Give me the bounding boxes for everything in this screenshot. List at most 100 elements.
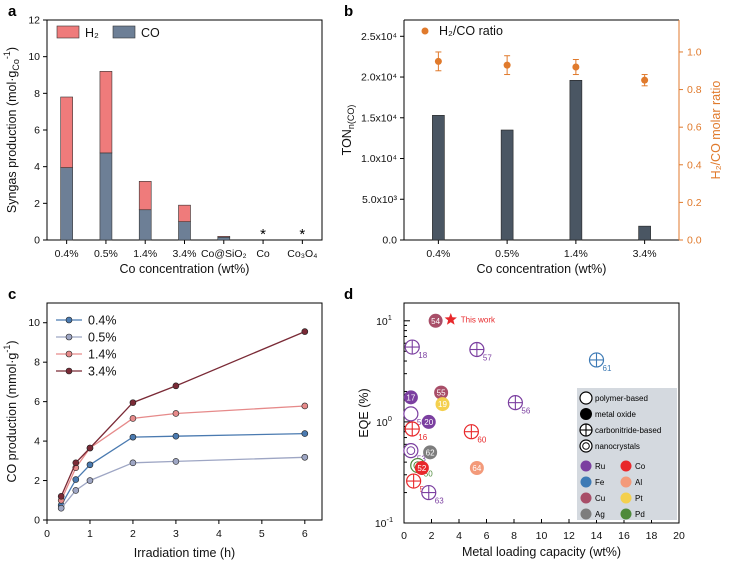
point-label: 61 — [603, 364, 612, 373]
legend-marker — [65, 350, 73, 358]
series-point — [301, 430, 309, 437]
legend-label: 0.5% — [88, 331, 117, 345]
series-point — [301, 328, 309, 335]
series-line — [60, 456, 305, 509]
marker-polymer — [403, 406, 419, 422]
bar-h2 — [138, 181, 152, 211]
ratio-point — [572, 63, 580, 71]
x-tick-label: 20 — [673, 530, 685, 542]
x-tick-label: 6 — [302, 528, 308, 540]
metal-legend-label: Cu — [595, 494, 605, 503]
x-tick-label: 8 — [511, 530, 517, 542]
bar-h2 — [99, 71, 113, 154]
legend-marker — [65, 367, 73, 375]
legend-swatch-h2 — [56, 25, 80, 39]
marker-metal-oxide — [580, 408, 592, 420]
metal-legend-label: Ag — [595, 510, 605, 519]
y-tick-label-left: 5.0x10³ — [362, 194, 398, 206]
ratio-point — [434, 57, 442, 65]
point-label: 52 — [417, 464, 426, 473]
chart-b: 0.0 5.0x10³ 1.0x10⁴ 1.5x10⁴ 2.0x10⁴ 2.5x10⁴ 0.… — [340, 19, 723, 276]
y-tick-exponent: 0 — [388, 414, 392, 423]
x-tick-label: 0.5% — [94, 248, 118, 260]
marker-metal-oxide — [434, 385, 449, 400]
y-tick-label-right: 0.4 — [687, 159, 702, 171]
metal-legend-label: Pt — [635, 494, 643, 503]
marker-polymer — [579, 391, 593, 405]
legend-label: 0.4% — [88, 314, 117, 328]
y-tick-label: 0 — [34, 235, 40, 247]
marker-metal-oxide — [423, 445, 438, 460]
legend-label-h2: H₂ — [85, 26, 99, 40]
ratio-point — [503, 61, 511, 69]
x-tick-label: 3.4% — [173, 248, 197, 260]
y-tick-label-left: 0.0 — [382, 235, 397, 247]
x-tick-label: 4 — [456, 530, 462, 542]
bar-co — [99, 152, 113, 241]
series-point — [172, 410, 180, 417]
bar-ton — [569, 79, 583, 241]
point-label: 18 — [418, 351, 427, 360]
legend-label-co: CO — [141, 26, 160, 40]
marker-nanocrystal-inner — [406, 446, 416, 455]
marker-metal-oxide — [435, 397, 450, 412]
legend-marker — [65, 333, 73, 341]
x-tick-label: 14 — [591, 530, 603, 542]
marker-metal-oxide — [403, 390, 418, 405]
y-tick-label-left: 2.5x10⁴ — [361, 31, 397, 43]
point-label: 19 — [438, 400, 447, 409]
point-label: 54 — [431, 317, 440, 326]
bar-h2 — [217, 236, 231, 238]
ratio-point — [641, 76, 649, 84]
x-tick-label: 0 — [401, 530, 407, 542]
metal-legend-label: Al — [635, 478, 642, 487]
point-label: 60 — [477, 436, 486, 445]
series-line — [60, 432, 305, 506]
x-tick-label: Co₃O₄ — [287, 248, 317, 260]
y-axis-label-main: Syngas production (mol·g — [5, 71, 19, 213]
panel-d-letter: d — [344, 286, 353, 303]
metal-legend-marker — [620, 460, 632, 472]
y-axis-label-main: CO production (mmol·g — [5, 353, 19, 483]
bar-ton — [432, 115, 445, 241]
x-tick-label: Co@SiO₂ — [201, 248, 247, 260]
y-tick-label-right: 0.8 — [687, 84, 702, 96]
x-tick-label: 1.4% — [133, 248, 157, 260]
y-tick-base: 10 — [376, 417, 388, 429]
y-axis-label-sup: -1 — [2, 51, 12, 59]
legend-label-ratio: H₂/CO ratio — [439, 24, 503, 38]
legend-label: 3.4% — [88, 365, 117, 379]
x-tick-label: 2 — [429, 530, 435, 542]
point-label: 56 — [521, 407, 530, 416]
y-tick-base: 10 — [376, 316, 388, 328]
y-tick-label: 10 — [28, 317, 40, 329]
y-tick-label-right: 1.0 — [687, 46, 702, 58]
type-legend-label: metal oxide — [595, 410, 636, 419]
series-point — [129, 433, 137, 441]
series-point — [72, 487, 80, 494]
marker-metal-oxide — [421, 414, 436, 429]
y-tick-base: 10 — [375, 518, 387, 530]
x-tick-label: 0.4% — [55, 248, 79, 260]
type-legend-label: polymer-based — [595, 394, 648, 403]
y-tick-label: 6 — [34, 125, 40, 137]
y-tick-exponent: -1 — [387, 515, 394, 524]
y-tick-label: 8 — [34, 88, 40, 100]
plot-frame — [46, 302, 323, 521]
bar-co — [60, 167, 73, 241]
y-axis-label-sub: Co — [11, 59, 21, 71]
x-axis-label: Metal loading capacity (wt%) — [462, 545, 621, 559]
y-axis-label-left-sub: n(CO) — [346, 105, 356, 130]
series-point — [172, 432, 180, 440]
legend-label: 1.4% — [88, 348, 117, 362]
series-line — [60, 331, 306, 497]
x-tick-label: 5 — [259, 528, 265, 540]
metal-legend-label: Pd — [635, 510, 645, 519]
marker-nanocrystal-inner — [582, 442, 590, 450]
marker-nanocrystal-outer — [403, 443, 419, 459]
marker-metal-oxide — [469, 460, 484, 475]
type-legend-label: carbonitride-based — [595, 426, 661, 435]
point-label: 17 — [406, 393, 415, 402]
x-axis-label: Co concentration (wt%) — [477, 262, 607, 276]
y-tick-label: 4 — [34, 436, 40, 448]
